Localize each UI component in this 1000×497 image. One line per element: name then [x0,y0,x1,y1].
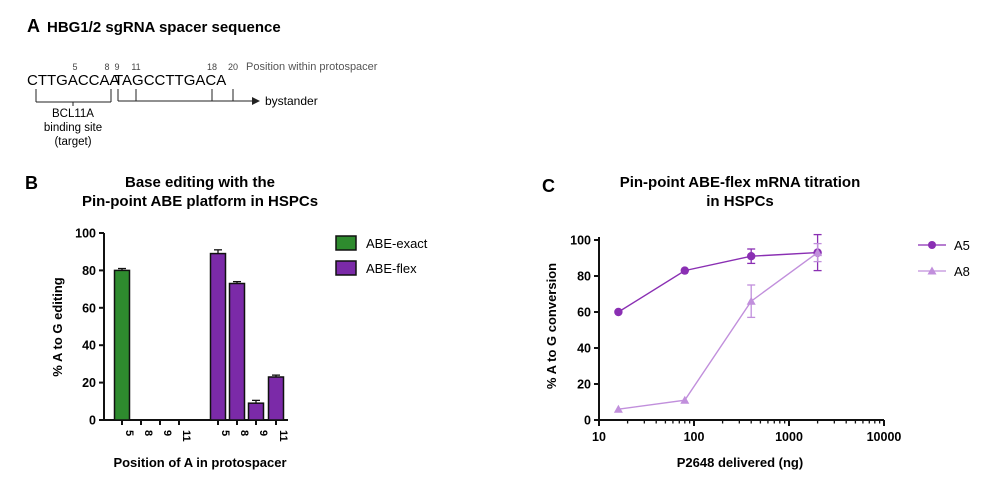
chart-c-y-tick-label: 60 [577,306,591,320]
chart-c-point [680,266,689,275]
chart-b-x-tick-label: 9 [257,430,269,436]
panel-a-label: A [27,16,40,36]
panel-c: C Pin-point ABE-flex mRNA titration in H… [542,174,970,470]
chart-b-x-tick-label: 11 [277,430,289,442]
chart-c-x-label: P2648 delivered (ng) [677,455,803,470]
chart-b-x-tick-label: 5 [123,430,135,436]
chart-c-y-tick-label: 40 [577,342,591,356]
arrow-head-icon [252,97,260,105]
chart-b-y-tick-label: 100 [75,227,96,241]
chart-b-bar [247,402,265,421]
chart-b-bar [267,376,285,421]
position-number: 9 [114,62,119,72]
chart-b-title-line2: Pin-point ABE platform in HSPCs [82,193,318,210]
position-number: 18 [207,62,217,72]
chart-b-y-label: % A to G editing [50,277,65,376]
chart-c-y-label: % A to G conversion [544,263,559,389]
chart-b-axes: 0 20 40 60 80 100 5 8 9 11 5 8 9 11 [75,227,289,442]
chart-c-point [746,252,756,261]
chart-b-x-tick-label: 9 [161,430,173,436]
chart-c-x-tick-label: 10 [592,430,606,444]
bystander-arrow [117,89,252,102]
chart-b-y-tick-label: 40 [82,339,96,353]
chart-c-y-tick-label: 20 [577,378,591,392]
chart-c-series-line [618,252,819,410]
sequence-bystander-part: TAGCCTTGACA [114,72,226,89]
chart-c-y-tick-label: 100 [570,234,591,248]
chart-b-y-tick-label: 60 [82,301,96,315]
chart-c-point [746,296,756,305]
legend-swatch-abe-flex [335,260,357,276]
chart-b-x-label: Position of A in protospacer [113,455,286,470]
chart-c-x-tick-label: 100 [684,430,705,444]
chart-c-point [614,307,623,317]
chart-b-bars [113,249,285,421]
chart-c-point [680,395,690,404]
chart-c-title-line2: in HSPCs [706,193,774,210]
legend-label-a8: A8 [954,264,970,279]
position-number: 5 [72,62,77,72]
panel-a-title: HBG1/2 sgRNA spacer sequence [47,19,281,36]
chart-c-title: Pin-point ABE-flex mRNA titration [620,174,861,191]
chart-c-axes: 0 20 40 60 80 100 10 100 1000 10000 [570,234,901,445]
position-number: 20 [228,62,238,72]
chart-c-lines [613,233,823,413]
target-bracket [35,89,112,106]
legend-label-a5: A5 [954,238,970,253]
legend-label-abe-exact: ABE-exact [366,236,428,251]
target-label-line: (target) [54,136,91,148]
chart-c-point [613,404,623,413]
chart-c-point [813,248,823,257]
chart-b-y-tick-label: 0 [89,414,96,428]
chart-b-x-tick-label: 11 [180,430,192,442]
panel-c-label: C [542,176,555,196]
chart-b-bar [228,282,246,421]
target-label-line: binding site [44,122,102,134]
chart-b-y-tick-label: 20 [82,376,96,390]
chart-c-series-line [618,251,818,313]
panel-b: B Base editing with the Pin-point ABE pl… [25,173,428,470]
position-number: 11 [131,62,140,72]
chart-b-x-tick-label: 8 [142,430,154,436]
panel-a: A HBG1/2 sgRNA spacer sequence 5 8 9 11 … [27,16,378,148]
position-caption: Position within protospacer [246,61,378,73]
target-label-line: BCL11A [52,108,94,120]
position-number: 8 [104,62,109,72]
panel-b-label: B [25,173,38,193]
chart-c-y-tick-label: 80 [577,270,591,284]
chart-b-x-tick-label: 8 [238,430,250,436]
sequence-target-part: CTTGACCAA [27,72,120,89]
chart-b-bar [209,252,227,421]
legend-marker-a5 [928,241,936,249]
legend-swatch-abe-exact [335,235,357,251]
chart-b-title: Base editing with the [125,174,275,191]
chart-c-y-tick-label: 0 [584,414,591,428]
legend-marker-a8 [927,266,937,275]
bystander-label: bystander [265,94,318,108]
chart-c-x-tick-label: 1000 [775,430,803,444]
chart-b-x-tick-label: 5 [219,430,231,436]
legend-label-abe-flex: ABE-flex [366,261,417,276]
chart-c-x-tick-label: 10000 [867,430,902,444]
chart-b-bar [113,269,131,421]
chart-b-y-tick-label: 80 [82,264,96,278]
